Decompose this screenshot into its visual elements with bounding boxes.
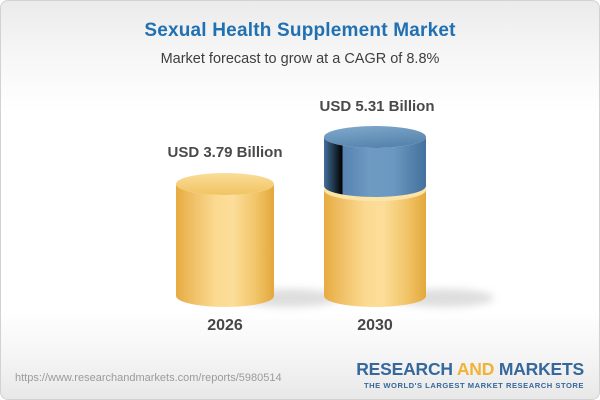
logo-wordmark: RESEARCH AND MARKETS — [356, 359, 584, 380]
logo-tagline: THE WORLD'S LARGEST MARKET RESEARCH STOR… — [363, 381, 584, 390]
chart-subtitle: Market forecast to grow at a CAGR of 8.8… — [160, 51, 440, 67]
bar-2030-growth-top — [324, 126, 426, 148]
bar-2030-base-segment — [324, 190, 426, 307]
bar-2030-value-label: USD 5.31 Billion — [319, 98, 435, 115]
report-url: https://www.researchandmarkets.com/repor… — [15, 372, 282, 384]
bar-2026-category-label: 2026 — [207, 317, 243, 334]
logo-word-and: AND — [456, 359, 495, 379]
bar-2030-cylinder — [324, 126, 426, 307]
logo-word-research: RESEARCH — [356, 359, 453, 379]
bar-2026-cylinder — [176, 173, 274, 307]
bar-2030-category-label: 2030 — [357, 317, 393, 334]
logo-word-markets: MARKETS — [498, 359, 584, 379]
research-and-markets-logo: RESEARCH AND MARKETS THE WORLD'S LARGEST… — [356, 359, 584, 390]
bar-2026-value-label: USD 3.79 Billion — [167, 144, 283, 161]
bar-2030-growth-segment — [324, 137, 426, 197]
page-title: Sexual Health Supplement Market — [144, 20, 456, 41]
